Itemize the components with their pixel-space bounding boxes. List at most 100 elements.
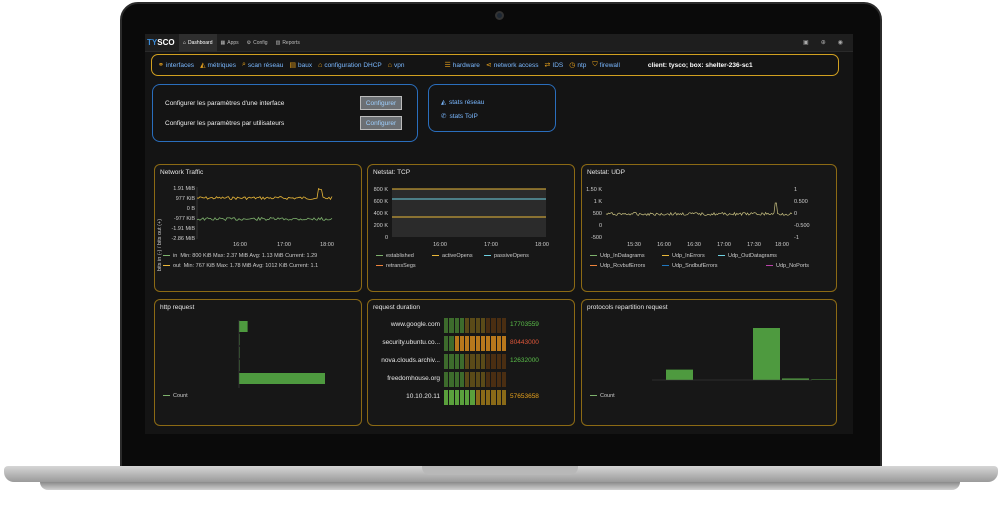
configure-interface-button[interactable]: Configurer: [360, 96, 402, 110]
shuffle-icon: ⇄: [544, 62, 551, 69]
udp-in-datagrams-line: [605, 202, 793, 217]
gauge-cell: [459, 390, 464, 405]
menu-interfaces[interactable]: ⚭ interfaces: [158, 61, 195, 70]
window-icon[interactable]: ▣: [803, 40, 809, 46]
settings-icon[interactable]: ⊕: [820, 40, 826, 46]
screen: TYSCO ⌂ Dashboard ▦ Apps ⚙ Config ▥ Reports …: [145, 34, 853, 434]
gauge-cell: [454, 336, 459, 351]
legend-in[interactable]: in Min: 800 KiB Max: 2.37 MiB Avg: 1.13 …: [163, 253, 317, 259]
legend-retrans-segs[interactable]: retransSegs: [376, 263, 416, 269]
panel-title: Network Traffic: [160, 169, 204, 176]
http-bar[interactable]: [239, 360, 240, 371]
file-icon: ▤: [289, 62, 296, 69]
duration-gauge: [444, 318, 506, 333]
menu-firewall[interactable]: ⛉ firewall: [592, 61, 620, 69]
tab-apps[interactable]: ▦ Apps: [217, 34, 243, 52]
y-tick: -500: [591, 235, 602, 241]
gauge-cell: [454, 372, 459, 387]
y-tick: 0: [385, 235, 388, 241]
legend-count[interactable]: Count: [163, 393, 188, 399]
menu-network-access[interactable]: ⋖ network access: [485, 61, 539, 70]
legend-active-opens[interactable]: activeOpens: [432, 253, 473, 259]
laptop-foot: [40, 482, 960, 490]
phone-icon: ✆: [441, 113, 447, 120]
legend-udp-out-datagrams[interactable]: Udp_OutDatagrams: [718, 253, 777, 259]
menu-baux[interactable]: ▤ baux: [289, 61, 313, 70]
protocols-panel: protocols repartition request Count: [581, 299, 837, 426]
app-logo[interactable]: TYSCO: [147, 38, 175, 47]
gauge-cell: [486, 372, 491, 387]
gauge-cell: [449, 336, 454, 351]
http-bar[interactable]: [239, 347, 240, 358]
share-icon: ⋖: [485, 62, 492, 69]
search-icon: ⌕: [242, 61, 246, 68]
user-icon[interactable]: ◉: [837, 40, 843, 46]
netstat-tcp-chart: 800 K 600 K 400 K 200 K 0 16:00 17:00 18…: [374, 187, 549, 248]
x-tick: 17:00: [717, 242, 731, 248]
gauge-cell: [501, 372, 506, 387]
menu-config-dhcp[interactable]: ⌂ configuration DHCP: [318, 61, 382, 69]
home-icon: ⌂: [183, 39, 187, 46]
menu-hardware[interactable]: ☰ hardware: [444, 61, 480, 70]
http-bar[interactable]: [239, 373, 325, 384]
shield-icon: ⛉: [592, 61, 598, 68]
x-tick: 17:00: [277, 242, 291, 248]
legend-passive-opens[interactable]: passiveOpens: [484, 253, 529, 259]
gauge-cell: [470, 354, 475, 369]
request-duration-value: 57653658: [510, 393, 539, 400]
gauge-cell: [501, 318, 506, 333]
menu-scan-reseau[interactable]: ⌕ scan réseau: [242, 61, 284, 69]
y-tick: 400 K: [374, 211, 389, 217]
legend-udp-rcvbuf-errors[interactable]: Udp_RcvbufErrors: [590, 263, 645, 269]
menu-ids[interactable]: ⇄ IDS: [544, 61, 564, 70]
x-tick: 15:30: [627, 242, 641, 248]
x-tick: 18:00: [320, 242, 334, 248]
legend-udp-sndbuf-errors[interactable]: Udp_SndbufErrors: [662, 263, 718, 269]
legend-out[interactable]: out Min: 767 KiB Max: 1.78 MiB Avg: 1012…: [163, 263, 318, 269]
config-users-label: Configurer les paramètres par utilisateu…: [165, 120, 285, 127]
gauge-cell: [491, 372, 496, 387]
menu-ntp[interactable]: ◷ ntp: [569, 61, 587, 70]
gauge-cell: [449, 318, 454, 333]
legend-udp-no-ports[interactable]: Udp_NoPorts: [766, 263, 809, 269]
gauge-cell: [496, 372, 501, 387]
tab-reports[interactable]: ▥ Reports: [272, 34, 304, 52]
configure-users-button[interactable]: Configurer: [360, 116, 402, 130]
protocol-bar[interactable]: [782, 378, 809, 380]
gauge-cell: [480, 336, 485, 351]
laptop-notch: [422, 466, 578, 475]
protocol-bar[interactable]: [811, 379, 836, 380]
http-bar[interactable]: [239, 321, 248, 332]
gauge-cell: [465, 390, 470, 405]
duration-gauge: [444, 354, 506, 369]
legend-udp-in-errors[interactable]: Udp_InErrors: [662, 253, 705, 259]
gear-icon: ⚙: [246, 39, 252, 46]
http-bar[interactable]: [239, 334, 240, 345]
protocol-bar[interactable]: [666, 369, 693, 380]
gauge-cell: [480, 390, 485, 405]
legend-udp-in-datagrams[interactable]: Udp_InDatagrams: [590, 253, 645, 259]
legend-count[interactable]: Count: [590, 393, 615, 399]
tab-config[interactable]: ⚙ Config: [243, 34, 272, 52]
http-request-panel: http request Count: [154, 299, 362, 426]
y-tick: 0: [599, 223, 602, 229]
panel-title: Netstat: TCP: [373, 169, 411, 176]
menu-metriques[interactable]: ◭ métriques: [200, 61, 236, 70]
y-tick-right: 0: [794, 211, 797, 217]
duration-gauge: [444, 390, 506, 405]
gauge-cell: [491, 318, 496, 333]
stats-reseau-link[interactable]: ◭ stats réseau: [441, 98, 485, 107]
tab-dashboard[interactable]: ⌂ Dashboard: [179, 34, 217, 52]
request-host: www.google.com: [390, 321, 440, 328]
protocol-bar[interactable]: [753, 328, 780, 380]
x-tick: 17:30: [747, 242, 761, 248]
gauge-cell: [465, 318, 470, 333]
y-axis-label: bits in (-) / bits out (+): [157, 219, 163, 271]
gauge-cell: [444, 336, 449, 351]
legend-established[interactable]: established: [376, 253, 414, 259]
panel-title: http request: [160, 304, 195, 311]
menu-vpn[interactable]: ⌂ vpn: [387, 61, 405, 69]
duration-gauge: [444, 372, 506, 387]
stats-toip-link[interactable]: ✆ stats ToIP: [441, 112, 478, 121]
netstat-tcp-panel: Netstat: TCP 800 K 600 K 400 K 200 K 0 1…: [367, 164, 575, 292]
